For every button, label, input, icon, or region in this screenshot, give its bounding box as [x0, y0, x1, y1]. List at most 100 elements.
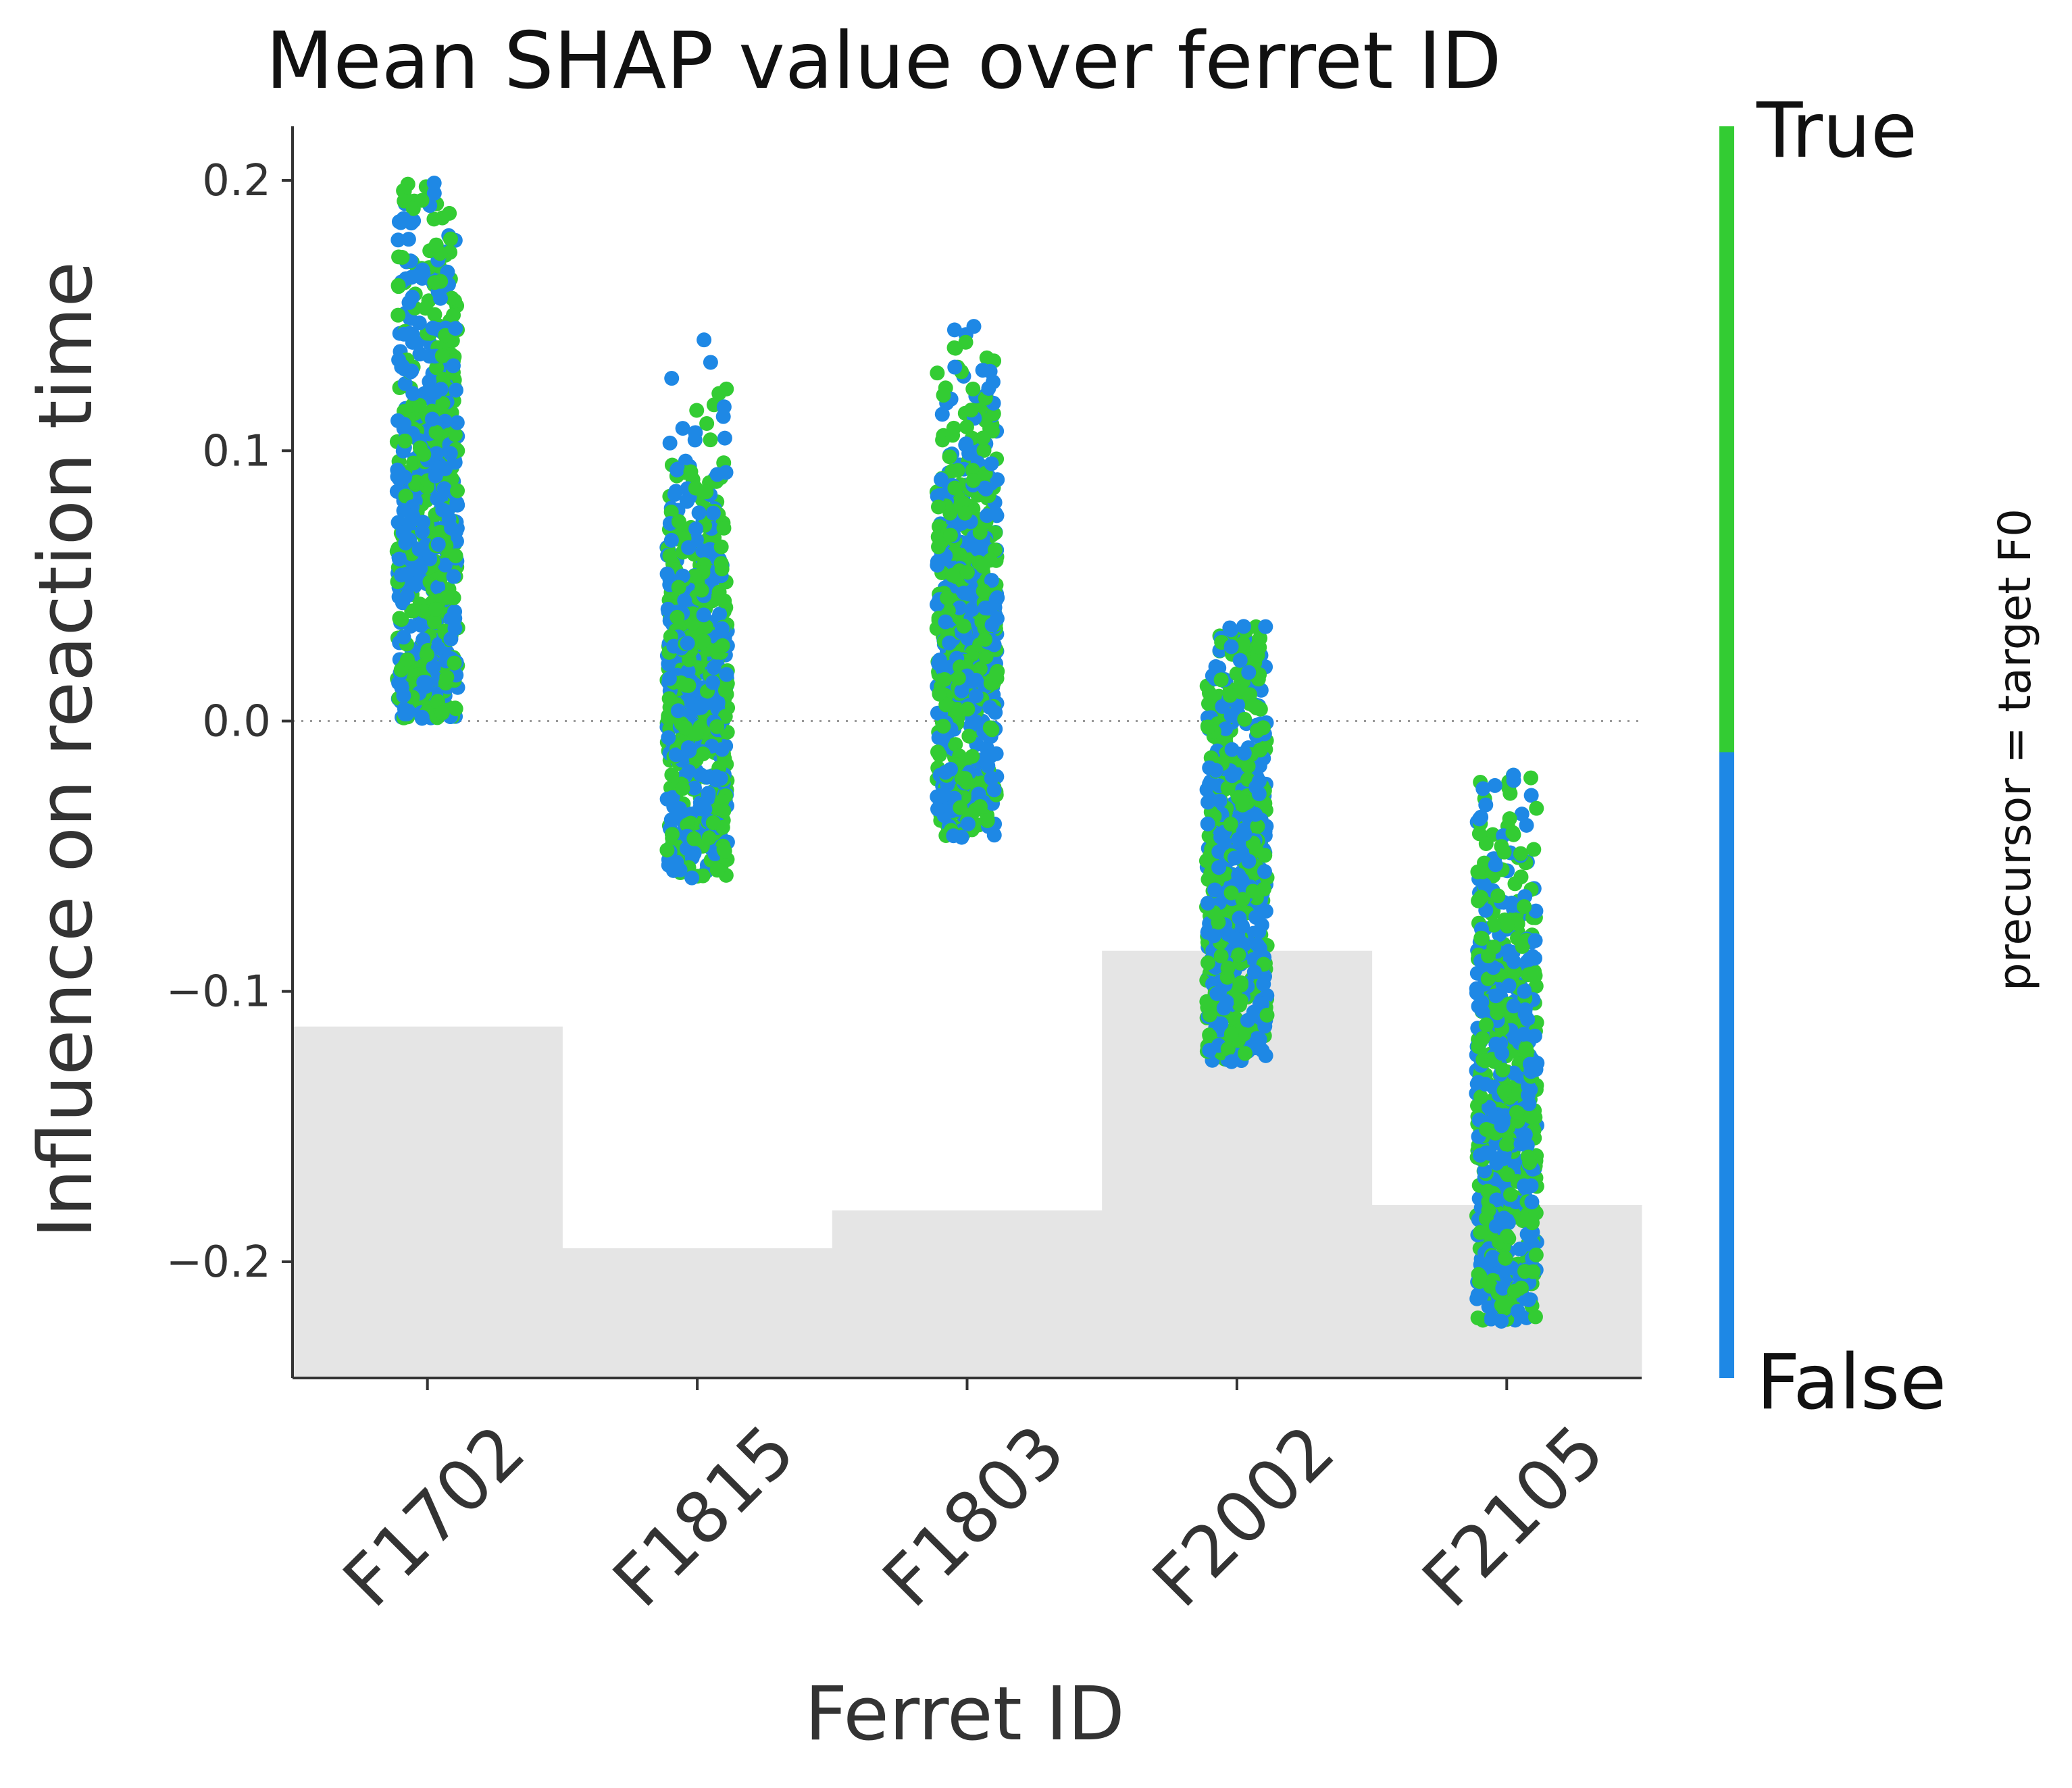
data-point [938, 614, 953, 630]
data-point [1519, 817, 1534, 833]
data-point [1470, 864, 1486, 879]
data-point [1253, 742, 1268, 758]
data-point [701, 769, 717, 785]
data-point [699, 416, 715, 432]
data-point [972, 525, 988, 540]
data-point [1208, 763, 1223, 778]
data-point [666, 638, 682, 654]
data-point [699, 619, 714, 634]
data-point [982, 700, 998, 715]
data-point [435, 502, 451, 517]
data-point [1252, 1031, 1267, 1047]
data-point [951, 670, 966, 686]
axes: −0.2 −0.1 0.0 0.1 0.2 F1702 F1815 F1803 F2002 F21… [166, 126, 1642, 1623]
data-point [426, 659, 441, 675]
data-point [437, 557, 453, 573]
data-point [959, 419, 974, 435]
data-point [662, 435, 678, 451]
data-point [1512, 1242, 1527, 1257]
x-tick-label: F1815 [597, 1409, 811, 1623]
data-point [1506, 767, 1521, 783]
data-point [942, 449, 957, 465]
data-point [1513, 869, 1529, 885]
data-point [390, 307, 406, 323]
data-point [948, 340, 963, 356]
data-point [948, 737, 963, 752]
data-point [671, 514, 686, 530]
colorbar: True False precursor = target F0 [1719, 87, 2041, 1427]
data-point [1231, 867, 1246, 883]
background-bar [562, 1248, 833, 1378]
data-point [1224, 768, 1240, 784]
data-point [965, 583, 980, 598]
data-point [447, 427, 463, 442]
data-point [1220, 927, 1236, 942]
data-point [434, 705, 450, 721]
data-point [1521, 952, 1537, 967]
data-point [400, 652, 415, 667]
x-axis-label: Ferret ID [805, 1670, 1125, 1757]
data-point [426, 614, 442, 630]
data-point [681, 764, 697, 780]
data-point [1499, 1228, 1515, 1244]
data-point [687, 780, 703, 796]
data-point [1478, 1017, 1494, 1033]
data-point [945, 428, 961, 443]
data-point [391, 551, 407, 567]
data-point [937, 671, 953, 687]
data-point [942, 635, 957, 650]
data-point [1251, 924, 1267, 940]
data-point [984, 573, 999, 588]
data-point [1258, 619, 1273, 634]
data-point [680, 663, 696, 679]
data-point [443, 231, 458, 247]
data-point [1478, 836, 1494, 851]
data-point [435, 396, 451, 411]
data-point [428, 237, 444, 253]
background-bars [293, 950, 1642, 1378]
data-point [661, 671, 677, 686]
data-point [1487, 777, 1502, 793]
data-point [414, 711, 430, 726]
data-point [1258, 1048, 1273, 1063]
data-point [659, 842, 675, 858]
data-point [1496, 1083, 1512, 1098]
data-point [699, 484, 714, 500]
data-point [1235, 636, 1250, 651]
data-point [675, 781, 690, 796]
data-point [1471, 1034, 1487, 1050]
data-point [1528, 1247, 1544, 1262]
x-tick-label: F1702 [328, 1409, 541, 1623]
data-point [988, 667, 1004, 682]
data-point [1517, 1264, 1533, 1279]
data-point [1200, 896, 1215, 911]
data-point [934, 472, 949, 488]
data-point [930, 365, 945, 381]
data-point [1514, 807, 1530, 822]
data-point [1473, 890, 1489, 905]
data-point [1486, 960, 1501, 975]
data-point [450, 483, 465, 499]
data-point [986, 827, 1002, 843]
data-point [936, 787, 952, 802]
data-point [427, 307, 443, 322]
data-point [715, 409, 731, 424]
data-point [392, 611, 407, 626]
data-point [1237, 1046, 1253, 1061]
data-point [396, 211, 411, 226]
data-point [406, 455, 422, 471]
data-point [1521, 1292, 1536, 1308]
data-point [1505, 825, 1521, 840]
data-point [1481, 948, 1496, 964]
data-point [961, 728, 977, 744]
data-point [689, 403, 705, 418]
data-point [1233, 975, 1248, 990]
data-point [411, 315, 427, 331]
data-point [665, 790, 680, 805]
data-point [957, 505, 973, 521]
y-tick-label: 0.1 [202, 426, 271, 476]
data-point [1528, 903, 1544, 919]
data-point [1253, 682, 1269, 698]
data-point [717, 430, 732, 446]
data-point [1473, 1287, 1489, 1303]
